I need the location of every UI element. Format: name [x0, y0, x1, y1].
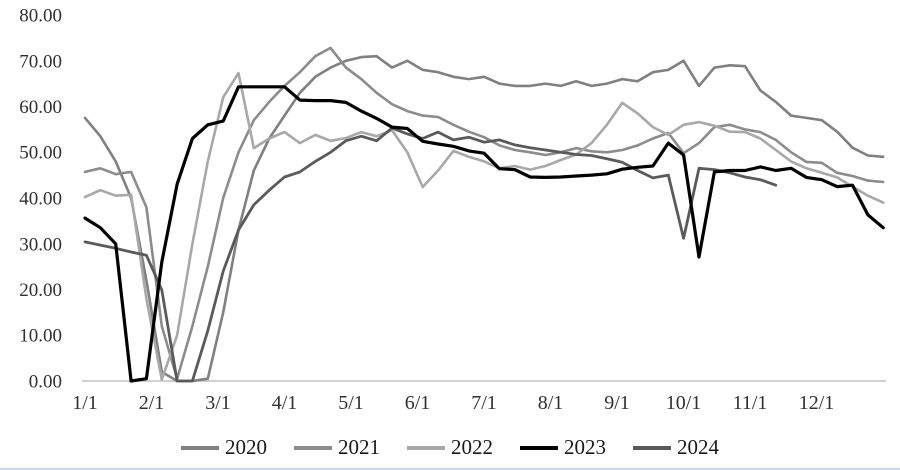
x-axis-label: 1/1 [72, 392, 98, 414]
x-axis-label: 3/1 [205, 392, 231, 414]
line-chart: 80.00 70.00 60.00 50.00 40.00 30.00 20.0… [19, 6, 886, 414]
x-axis-label: 4/1 [272, 392, 298, 414]
series-line-2022 [83, 71, 885, 381]
x-axis-label: 9/1 [604, 392, 630, 414]
y-axis-label: 60.00 [19, 97, 62, 118]
x-axis-label: 12/1 [799, 392, 835, 414]
legend-item-2023: 2023 [520, 437, 606, 458]
y-axis-label: 30.00 [19, 235, 62, 256]
legend-item-2021: 2021 [294, 437, 380, 458]
y-axis-label: 80.00 [19, 6, 62, 27]
plot-area [83, 46, 885, 383]
x-axis-label: 6/1 [405, 392, 431, 414]
legend-label: 2024 [677, 435, 719, 459]
legend-label: 2023 [564, 435, 606, 459]
series-line-2020 [83, 54, 885, 383]
y-axis-label: 0.00 [29, 372, 62, 393]
x-axis-label: 11/1 [733, 392, 768, 414]
series-line-2023 [83, 85, 885, 383]
legend-item-2020: 2020 [181, 437, 267, 458]
y-axis-label: 40.00 [19, 189, 62, 210]
x-axis: 1/1 2/1 3/1 4/1 5/1 6/1 7/1 8/1 9/1 10/1… [72, 392, 834, 414]
y-axis: 80.00 70.00 60.00 50.00 40.00 30.00 20.0… [19, 6, 62, 393]
legend-item-2024: 2024 [633, 437, 719, 458]
y-axis-label: 10.00 [19, 326, 62, 347]
series-line-2021 [83, 46, 885, 381]
legend-line-swatch-2024 [633, 445, 671, 450]
x-axis-label: 7/1 [471, 392, 497, 414]
y-axis-label: 20.00 [19, 280, 62, 301]
series-line-2024 [83, 126, 778, 383]
y-axis-label: 50.00 [19, 143, 62, 164]
legend-line-swatch-2020 [181, 445, 219, 450]
legend-line-swatch-2022 [407, 445, 445, 450]
y-axis-label: 70.00 [19, 52, 62, 73]
legend-item-2022: 2022 [407, 437, 493, 458]
x-axis-label: 10/1 [666, 392, 702, 414]
bottom-border-strip [0, 468, 900, 470]
legend-label: 2020 [225, 435, 267, 459]
legend-line-swatch-2021 [294, 445, 332, 450]
x-axis-label: 2/1 [139, 392, 165, 414]
legend-label: 2021 [338, 435, 380, 459]
chart-legend: 2020 2021 2022 2023 2024 [0, 437, 900, 458]
x-axis-label: 8/1 [538, 392, 564, 414]
legend-line-swatch-2023 [520, 445, 558, 450]
legend-label: 2022 [451, 435, 493, 459]
x-axis-label: 5/1 [338, 392, 364, 414]
